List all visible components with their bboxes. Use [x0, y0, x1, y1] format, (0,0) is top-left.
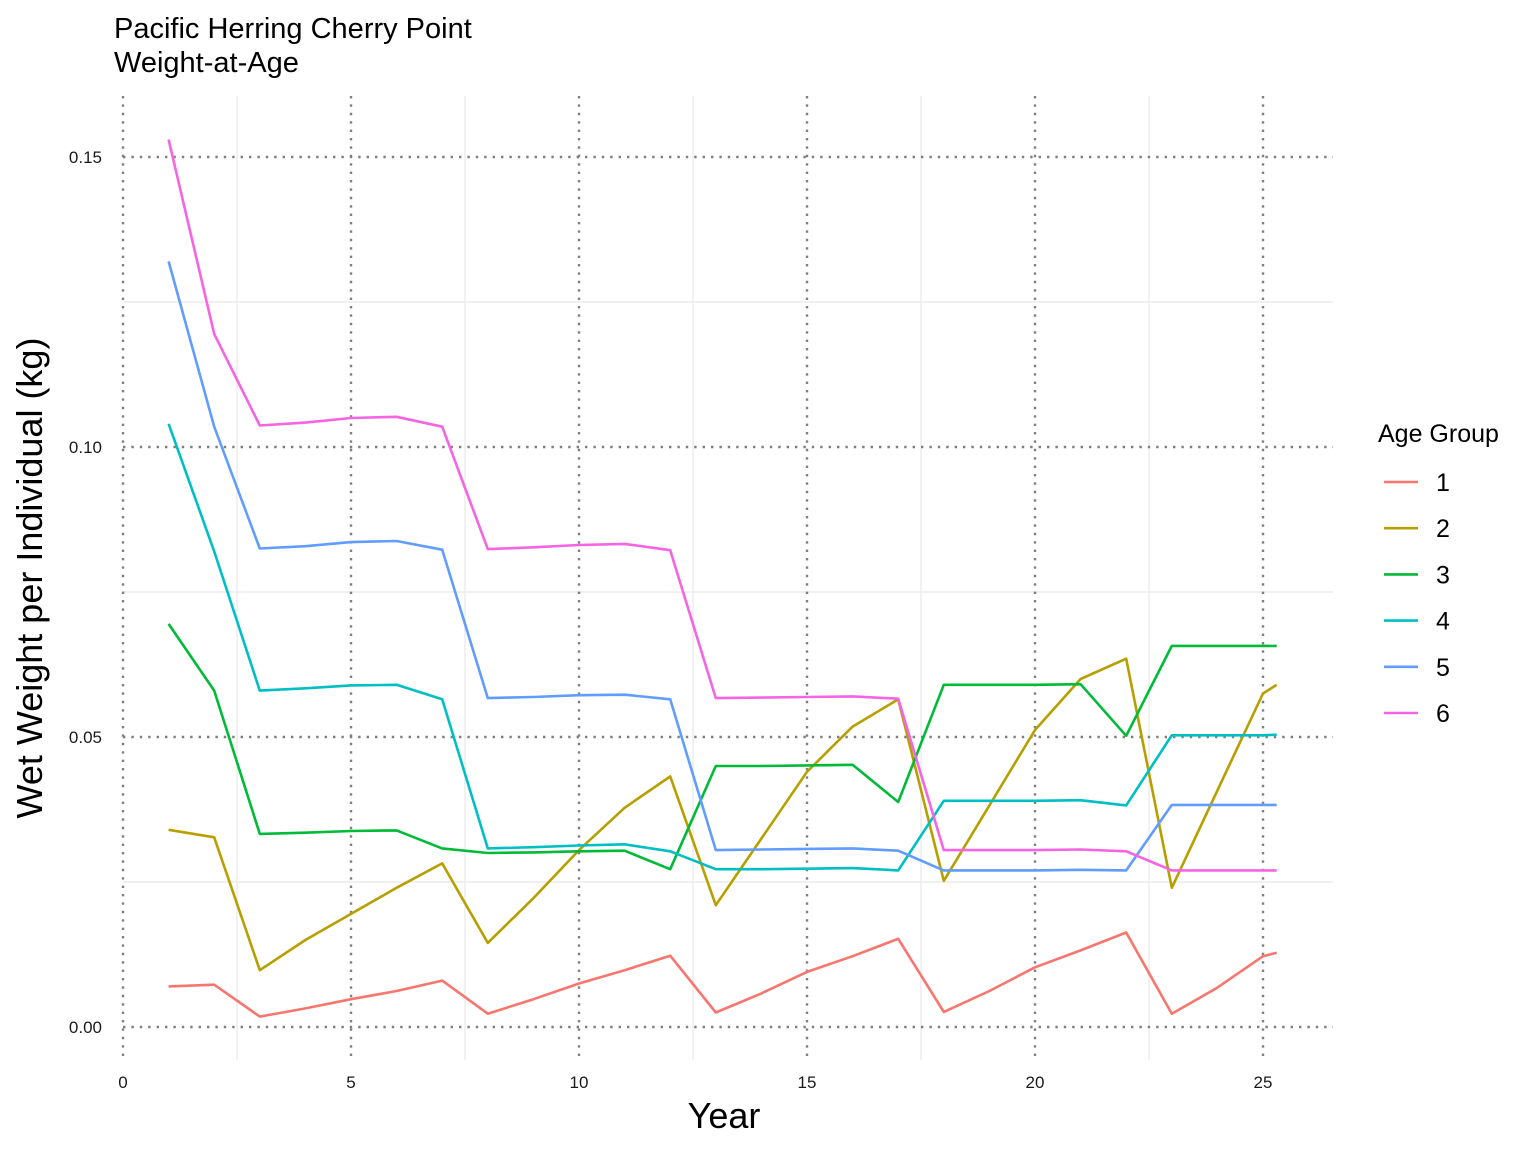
chart-subtitle: Weight-at-Age: [114, 47, 299, 79]
series-line-age-3: [167, 623, 1277, 871]
legend-label-age-4: 4: [1436, 608, 1450, 636]
legend-label-age-6: 6: [1436, 700, 1450, 728]
series-line-age-5: [167, 261, 1277, 872]
series-line-age-4: [167, 423, 1277, 872]
chart-title: Pacific Herring Cherry Point: [114, 13, 472, 45]
legend-label-age-1: 1: [1436, 469, 1450, 497]
x-tick-label: 10: [570, 1073, 589, 1092]
x-tick-label: 15: [798, 1073, 817, 1092]
x-tick-label: 20: [1026, 1073, 1045, 1092]
y-tick-label: 0.10: [69, 438, 102, 457]
x-tick-label: 5: [346, 1073, 355, 1092]
x-tick-label: 0: [118, 1073, 127, 1092]
y-tick-label: 0.15: [69, 148, 102, 167]
grid-layer: [121, 96, 1333, 1060]
series-layer: [167, 139, 1278, 1018]
y-axis-title: Wet Weight per Individual (kg): [9, 338, 50, 819]
x-tick-label: 25: [1254, 1073, 1273, 1092]
series-line-age-1: [168, 931, 1278, 1018]
x-axis-title: Year: [688, 1095, 761, 1136]
y-tick-label: 0.00: [69, 1018, 102, 1037]
legend-label-age-5: 5: [1436, 654, 1450, 682]
legend-label-age-3: 3: [1436, 561, 1450, 589]
y-tick-label: 0.05: [69, 728, 102, 747]
legend-items: 1 2 3 4 5 6: [1384, 469, 1450, 728]
series-line-age-2: [168, 657, 1278, 972]
legend-title: Age Group: [1378, 420, 1499, 448]
legend-label-age-2: 2: [1436, 515, 1450, 543]
legend: Age Group 1 2 3 4 5 6: [1378, 420, 1499, 728]
tick-labels: 0 5 10 15 20 25 0.00 0.05 0.10 0.15: [69, 148, 1273, 1092]
series-line-age-6: [167, 139, 1277, 872]
